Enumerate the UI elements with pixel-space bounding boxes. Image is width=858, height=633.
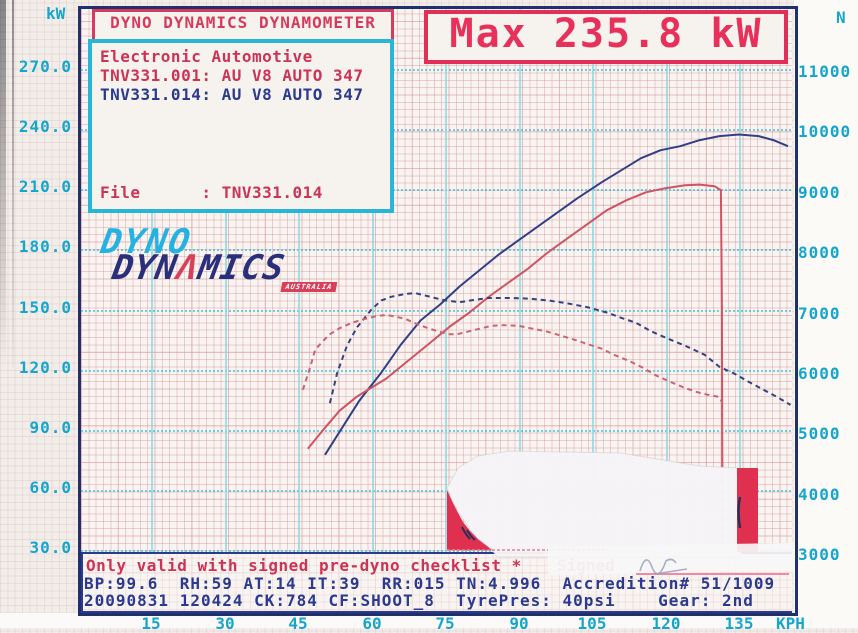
run-info-box: Electronic Automotive TNV331.001: AU V8 … <box>88 39 394 213</box>
left-axis-tick-label: 120.0 <box>18 358 72 377</box>
bottom-axis-tick-label: 105 <box>577 614 607 633</box>
run-details-text: 20090831 120424 CK:784 CF:SHOOT_8 TyrePr… <box>84 591 754 610</box>
speed-unit-label: KPH <box>776 614 805 633</box>
right-axis-tick-label: 3000 <box>798 545 841 564</box>
left-axis-tick-label: 270.0 <box>18 57 72 76</box>
major-gridline-h <box>81 129 791 131</box>
logo-country-badge: AUSTRALIA <box>280 282 338 292</box>
file-label: File : TNV331.014 <box>100 183 323 202</box>
disclaimer-text: Only valid with signed pre-dyno checklis… <box>86 556 522 575</box>
logo-word-dynamics: DYNΛMICS <box>109 248 289 288</box>
bottom-axis-tick-label: 120 <box>651 614 681 633</box>
run2-label: TNV331.014: AU V8 AUTO 347 <box>100 85 364 104</box>
max-power-readout: Max 235.8 kW <box>424 10 788 64</box>
major-gridline-h <box>81 69 791 71</box>
left-axis-tick-label: 180.0 <box>18 237 72 256</box>
right-axis-tick-label: 8000 <box>798 243 841 262</box>
run1-label: TNV331.001: AU V8 AUTO 347 <box>100 66 364 85</box>
scan-edge-artifact <box>0 0 6 370</box>
signed-label: Signed <box>557 556 615 575</box>
right-axis-tick-label: 9000 <box>798 183 841 202</box>
bottom-axis-tick-label: 90 <box>509 614 529 633</box>
right-axis-unit: N <box>836 8 846 27</box>
left-axis-tick-label: 210.0 <box>18 177 72 196</box>
major-gridline-v <box>225 9 227 552</box>
scan-margin-right <box>794 0 858 628</box>
bottom-axis-tick-label: 30 <box>215 614 235 633</box>
right-axis-tick-label: 6000 <box>798 364 841 383</box>
right-axis-tick-label: 7000 <box>798 304 841 323</box>
right-axis-tick-label: 4000 <box>798 485 841 504</box>
right-axis-tick-label: 10000 <box>798 122 852 141</box>
shop-name: Electronic Automotive <box>100 47 313 66</box>
left-axis-tick-label: 150.0 <box>18 298 72 317</box>
bottom-axis-tick-label: 15 <box>141 614 161 633</box>
left-axis-unit: kW <box>46 4 66 23</box>
right-axis-tick-label: 11000 <box>798 62 852 81</box>
title-box: DYNO DYNAMICS DYNAMOMETER <box>92 9 394 42</box>
major-gridline-v <box>298 9 300 552</box>
bottom-axis-tick-label: 45 <box>288 614 308 633</box>
major-gridline-v <box>151 9 153 552</box>
bottom-axis-tick-label: 75 <box>435 614 455 633</box>
bottom-axis-tick-label: 60 <box>362 614 382 633</box>
chart-frame <box>78 6 798 616</box>
bottom-axis-tick-label: 135 <box>724 614 754 633</box>
left-axis-tick-label: 240.0 <box>18 117 72 136</box>
dyno-dynamics-logo: DYNO DYNΛMICS AUSTRALIA <box>83 222 367 300</box>
left-axis-tick-label: 60.0 <box>29 478 72 497</box>
scan-crease-artifact <box>12 0 14 368</box>
right-axis-tick-label: 5000 <box>798 424 841 443</box>
left-axis-tick-label: 30.0 <box>29 538 72 557</box>
left-axis-tick-label: 90.0 <box>29 418 72 437</box>
scan-margin-bottom <box>0 613 858 628</box>
conditions-text: BP:99.6 RH:59 AT:14 IT:39 RR:015 TN:4.99… <box>84 574 776 593</box>
